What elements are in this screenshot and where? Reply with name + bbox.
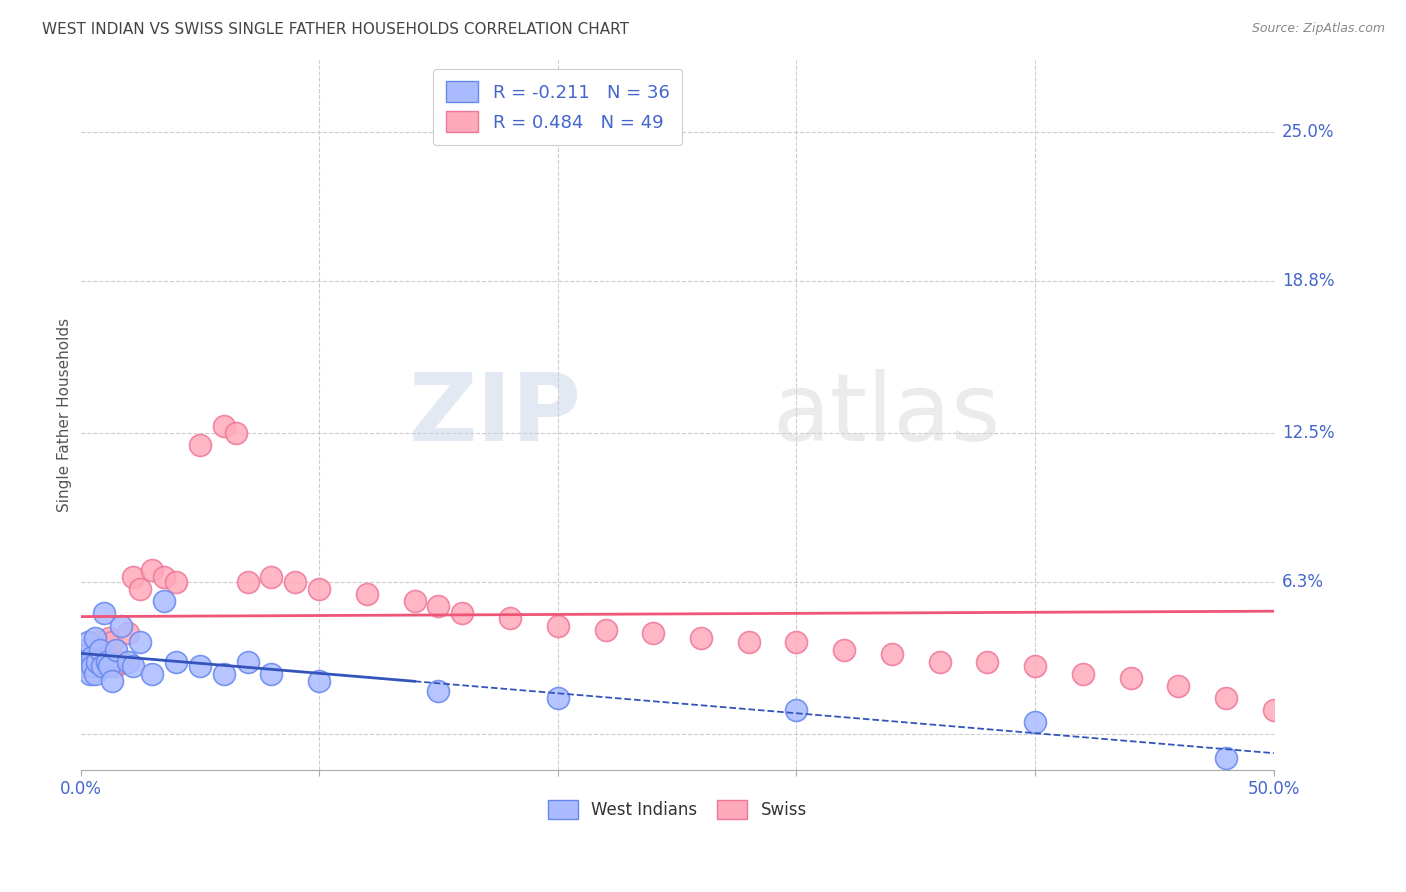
Point	[82, 648, 104, 662]
Point	[89, 642, 111, 657]
Point	[1071, 666, 1094, 681]
Point	[79, 655, 101, 669]
Point	[451, 607, 474, 621]
Point	[141, 666, 163, 681]
Point	[547, 618, 569, 632]
Point	[427, 599, 450, 614]
Point	[72, 655, 94, 669]
Point	[643, 625, 665, 640]
Point	[880, 648, 903, 662]
Point	[100, 635, 122, 649]
Point	[98, 659, 121, 673]
Point	[427, 683, 450, 698]
Point	[212, 418, 235, 433]
Point	[82, 649, 104, 664]
Point	[165, 575, 187, 590]
Point	[153, 594, 176, 608]
Point	[86, 655, 108, 669]
Point	[308, 582, 330, 597]
Point	[122, 570, 145, 584]
Point	[1215, 751, 1237, 765]
Text: WEST INDIAN VS SWISS SINGLE FATHER HOUSEHOLDS CORRELATION CHART: WEST INDIAN VS SWISS SINGLE FATHER HOUSE…	[42, 22, 628, 37]
Text: 12.5%: 12.5%	[1282, 424, 1334, 442]
Point	[83, 631, 105, 645]
Point	[91, 649, 114, 664]
Point	[236, 575, 259, 590]
Point	[1024, 714, 1046, 729]
Y-axis label: Single Father Households: Single Father Households	[58, 318, 72, 512]
Point	[404, 594, 426, 608]
Point	[1263, 703, 1285, 717]
Point	[976, 655, 998, 669]
Point	[1119, 672, 1142, 686]
Point	[356, 587, 378, 601]
Point	[117, 625, 139, 640]
Point	[100, 673, 122, 688]
Point	[96, 655, 118, 669]
Point	[165, 655, 187, 669]
Point	[547, 690, 569, 705]
Point	[1024, 659, 1046, 673]
Point	[83, 659, 105, 673]
Point	[236, 655, 259, 669]
Point	[785, 635, 807, 649]
Point	[188, 659, 211, 673]
Point	[110, 618, 132, 632]
Point	[141, 563, 163, 577]
Point	[93, 607, 115, 621]
Point	[225, 425, 247, 440]
Point	[110, 655, 132, 669]
Point	[75, 659, 97, 673]
Text: 18.8%: 18.8%	[1282, 272, 1334, 290]
Point	[212, 666, 235, 681]
Point	[75, 642, 97, 657]
Point	[105, 642, 128, 657]
Point	[105, 659, 128, 673]
Point	[129, 635, 152, 649]
Point	[98, 631, 121, 645]
Point	[284, 575, 307, 590]
Point	[75, 659, 97, 673]
Text: 25.0%: 25.0%	[1282, 123, 1334, 141]
Point	[595, 624, 617, 638]
Point	[129, 582, 152, 597]
Point	[86, 635, 108, 649]
Point	[72, 655, 94, 669]
Point	[122, 659, 145, 673]
Point	[928, 655, 950, 669]
Point	[82, 659, 104, 673]
Point	[83, 666, 105, 681]
Point	[1215, 690, 1237, 705]
Point	[79, 666, 101, 681]
Text: 6.3%: 6.3%	[1282, 574, 1324, 591]
Point	[76, 642, 98, 657]
Point	[499, 611, 522, 625]
Point	[91, 659, 114, 673]
Point	[76, 635, 98, 649]
Point	[260, 666, 283, 681]
Point	[76, 648, 98, 662]
Point	[153, 570, 176, 584]
Point	[93, 642, 115, 657]
Point	[1167, 679, 1189, 693]
Point	[260, 570, 283, 584]
Point	[117, 655, 139, 669]
Legend: West Indians, Swiss: West Indians, Swiss	[541, 793, 813, 826]
Point	[690, 631, 713, 645]
Point	[832, 642, 855, 657]
Text: Source: ZipAtlas.com: Source: ZipAtlas.com	[1251, 22, 1385, 36]
Point	[89, 655, 111, 669]
Point	[738, 635, 761, 649]
Point	[188, 438, 211, 452]
Text: atlas: atlas	[773, 368, 1001, 461]
Point	[785, 703, 807, 717]
Text: ZIP: ZIP	[409, 368, 582, 461]
Point	[79, 655, 101, 669]
Point	[308, 673, 330, 688]
